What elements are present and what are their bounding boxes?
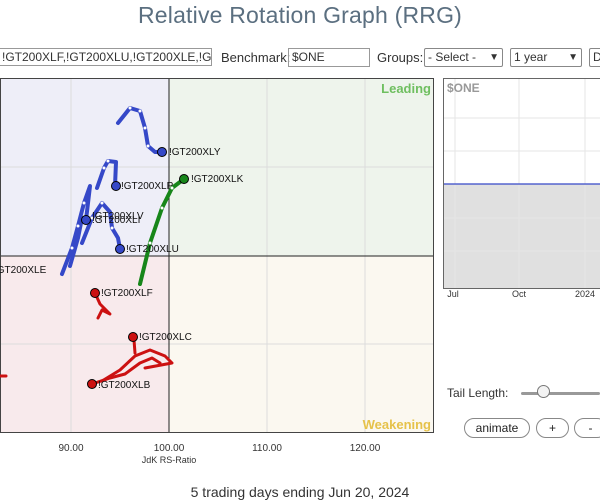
marker-xlk[interactable] — [179, 174, 189, 184]
label-xlu: !GT200XLU — [126, 244, 179, 255]
tail-xlb2 — [100, 348, 174, 383]
label-xlv: !GT200XLV — [92, 211, 144, 222]
label-xlb: !GT200XLB — [98, 380, 151, 391]
marker-xlu[interactable] — [115, 244, 125, 254]
marker-xlp[interactable] — [111, 181, 121, 191]
chevron-down-icon: ▼ — [568, 52, 578, 63]
label-xly: !GT200XLY — [169, 147, 221, 158]
period-select-value: 1 year — [514, 50, 548, 64]
groups-label: Groups: — [377, 50, 424, 65]
label-xlp: !GT200XLP — [121, 181, 174, 192]
label-xlk: !GT200XLK — [191, 174, 244, 185]
footer-date-range: 5 trading days ending Jun 20, 2024 — [190, 484, 410, 500]
extra-select[interactable]: D — [589, 48, 600, 67]
benchmark-label: Benchmark: — [221, 50, 291, 65]
x-tick-110: 110.00 — [252, 443, 282, 454]
tail-xlf — [93, 291, 112, 320]
x-tick-120: 120.00 — [350, 443, 381, 454]
animate-button[interactable]: animate — [464, 418, 530, 438]
tail-length-slider[interactable] — [521, 392, 600, 395]
marker-xlc[interactable] — [128, 332, 138, 342]
label-xli: !GT200XLI — [92, 215, 140, 226]
marker-xlf[interactable] — [90, 288, 100, 298]
weakening-label: Weakening — [363, 417, 431, 432]
marker-xlb[interactable] — [87, 379, 97, 389]
rrg-chart: Leading Weakening !GT200XLY !GT2 — [0, 78, 440, 473]
side-area-fill — [444, 184, 600, 288]
side-x-jul: Jul — [447, 289, 459, 299]
label-xlc: !GT200XLC — [139, 332, 192, 343]
side-chart-symbol: $ONE — [447, 81, 480, 95]
side-chart: $ONE Jul Oct 2024 — [443, 78, 600, 308]
groups-select-value: - Select - — [428, 50, 477, 64]
groups-select[interactable]: - Select - ▼ — [424, 48, 503, 67]
label-xle: !GT200XLE — [0, 265, 47, 276]
side-x-oct: Oct — [512, 289, 527, 299]
toolbar: !GT200XLF,!GT200XLU,!GT200XLE,!G Benchma… — [0, 46, 600, 72]
tail-increase-button[interactable]: + — [536, 418, 569, 438]
marker-xlv[interactable] — [81, 215, 91, 225]
x-tick-90: 90.00 — [58, 443, 83, 454]
label-xlf: !GT200XLF — [101, 288, 153, 299]
leading-label: Leading — [381, 81, 431, 96]
benchmark-input[interactable]: $ONE — [288, 48, 370, 67]
x-tick-100: 100.00 — [154, 443, 185, 454]
period-select[interactable]: 1 year ▼ — [510, 48, 582, 67]
tail-decrease-button[interactable]: - — [574, 418, 600, 438]
symbols-input[interactable]: !GT200XLF,!GT200XLU,!GT200XLE,!G — [0, 48, 212, 66]
chevron-down-icon: ▼ — [489, 52, 499, 63]
tail-xli — [68, 216, 84, 268]
x-axis-label: JdK RS-Ratio — [142, 455, 197, 465]
tail-length-label: Tail Length: — [447, 386, 509, 400]
marker-xly[interactable] — [157, 147, 167, 157]
page-title: Relative Rotation Graph (RRG) — [137, 2, 463, 28]
tail-xlv — [60, 184, 92, 276]
tail-length-slider-handle[interactable] — [537, 385, 550, 398]
extra-select-value: D — [593, 50, 600, 64]
side-x-2024: 2024 — [575, 289, 595, 299]
